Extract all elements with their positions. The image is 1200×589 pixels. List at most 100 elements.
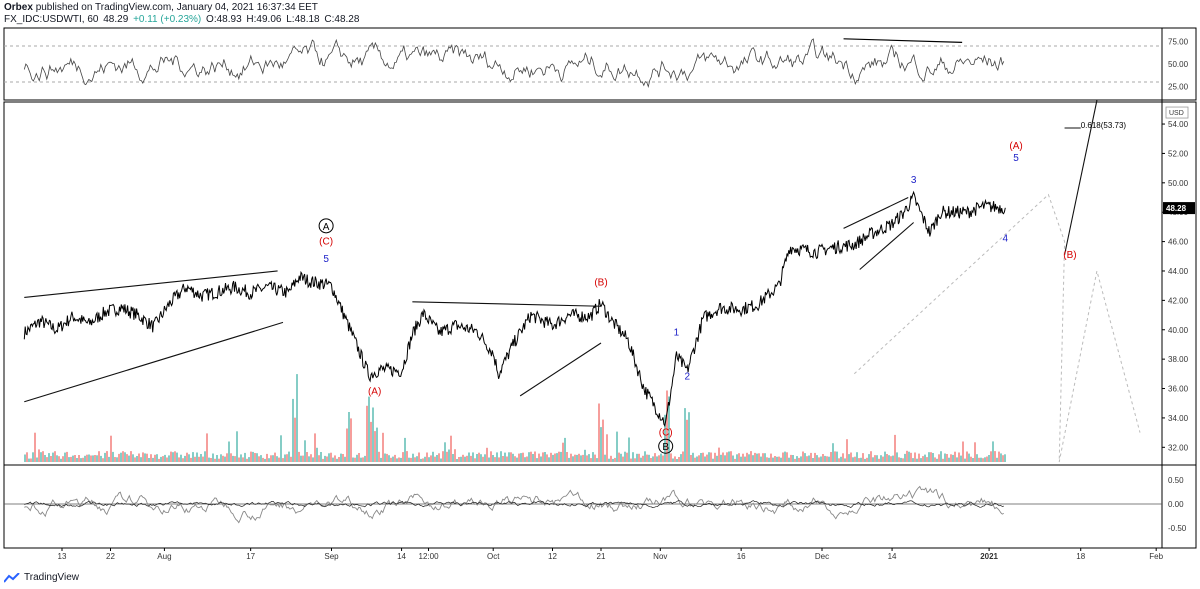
volume-bar (762, 453, 764, 462)
volume-bar (930, 452, 932, 462)
volume-bar (856, 452, 858, 462)
volume-bar (852, 457, 854, 462)
volume-bar (144, 453, 146, 462)
volume-bar (652, 456, 654, 462)
volume-bar (798, 457, 800, 462)
open-value: O:48.93 (206, 14, 242, 25)
volume-bar (556, 453, 558, 462)
volume-bar (732, 455, 734, 462)
tradingview-logo[interactable]: TradingView (4, 572, 79, 583)
volume-bar (410, 457, 412, 462)
volume-bar (270, 455, 272, 462)
volume-bar (604, 454, 606, 462)
volume-bar (886, 454, 888, 462)
volume-bar (80, 458, 82, 462)
volume-bar (920, 458, 922, 462)
volume-bar (304, 440, 306, 462)
volume-bar (672, 458, 674, 462)
price-tick-label: 52.00 (1168, 149, 1189, 158)
volume-bar (222, 455, 224, 462)
volume-bar (492, 455, 494, 462)
volume-bar (936, 458, 938, 462)
close-value: C:48.28 (324, 14, 360, 25)
volume-bar (100, 455, 102, 462)
time-tick-label: 12 (548, 552, 557, 561)
volume-bar (650, 458, 652, 462)
volume-bar (294, 417, 296, 462)
volume-bar (594, 454, 596, 462)
volume-bar (766, 457, 768, 462)
volume-bar (644, 451, 646, 462)
volume-bar (542, 452, 544, 462)
volume-bar (496, 452, 498, 462)
time-tick-label: Nov (653, 552, 667, 561)
volume-bar (690, 455, 692, 462)
volume-bar (802, 451, 804, 462)
time-tick-label: 21 (597, 552, 606, 561)
volume-bar (164, 454, 166, 462)
volume-bar (524, 457, 526, 462)
volume-bar (956, 457, 958, 462)
time-tick-label: Aug (157, 552, 171, 561)
volume-bar (1002, 455, 1004, 462)
volume-bar (564, 437, 566, 462)
volume-bar (578, 453, 580, 462)
trendline (24, 270, 278, 298)
price-tick-label: 54.00 (1168, 120, 1189, 129)
volume-bar (894, 434, 896, 462)
volume-bar (622, 456, 624, 462)
volume-bar (708, 452, 710, 462)
volume-bar (130, 451, 132, 462)
volume-bar (258, 456, 260, 462)
volume-bar (552, 454, 554, 462)
symbol-name: FX_IDC:USDWTI, 60 (4, 14, 99, 25)
time-tick-label: 16 (737, 552, 746, 561)
volume-bar (950, 454, 952, 462)
volume-bar (934, 457, 936, 462)
wave-label: (A) (1009, 141, 1022, 152)
volume-bar (174, 451, 176, 462)
volume-bar (806, 456, 808, 462)
wave-circle (658, 438, 674, 454)
rsi-tick-label: 75.00 (1168, 38, 1189, 47)
high-value: H:49.06 (246, 14, 282, 25)
volume-bar (38, 449, 40, 462)
volume-bar (698, 455, 700, 462)
oscillator-panel: 0.50 0.00 -0.50 (4, 476, 1187, 533)
volume-bar (268, 458, 270, 462)
volume-bar (190, 457, 192, 462)
volume-bar (736, 454, 738, 462)
volume-bar (730, 451, 732, 462)
wave-label: 5 (323, 254, 329, 265)
volume-bar (308, 456, 310, 462)
volume-bar (746, 452, 748, 462)
volume-bar (868, 454, 870, 462)
author-name[interactable]: Orbex (4, 2, 33, 13)
volume-bar (424, 456, 426, 462)
volume-bar (194, 456, 196, 462)
volume-bar (656, 456, 658, 462)
volume-bar (298, 451, 300, 462)
volume-bar (368, 396, 370, 462)
volume-bar (438, 453, 440, 462)
volume-bar (380, 457, 382, 462)
volume-bar (984, 457, 986, 462)
volume-bar (700, 453, 702, 462)
volume-bar (728, 451, 730, 462)
volume-bar (200, 454, 202, 462)
volume-bar (660, 453, 662, 462)
volume-bar (154, 454, 156, 462)
volume-bar (646, 454, 648, 462)
osc-tick-label: 0.50 (1168, 476, 1184, 485)
price-tick-label: 34.00 (1168, 414, 1189, 423)
volume-bar (900, 457, 902, 462)
volume-bar (632, 452, 634, 462)
volume-bar (816, 455, 818, 462)
volume-bar (456, 459, 458, 462)
volume-bar (302, 455, 304, 462)
volume-bar (618, 452, 620, 462)
volume-bar (960, 455, 962, 462)
volume-bar (134, 457, 136, 462)
volume-bar (350, 418, 352, 462)
